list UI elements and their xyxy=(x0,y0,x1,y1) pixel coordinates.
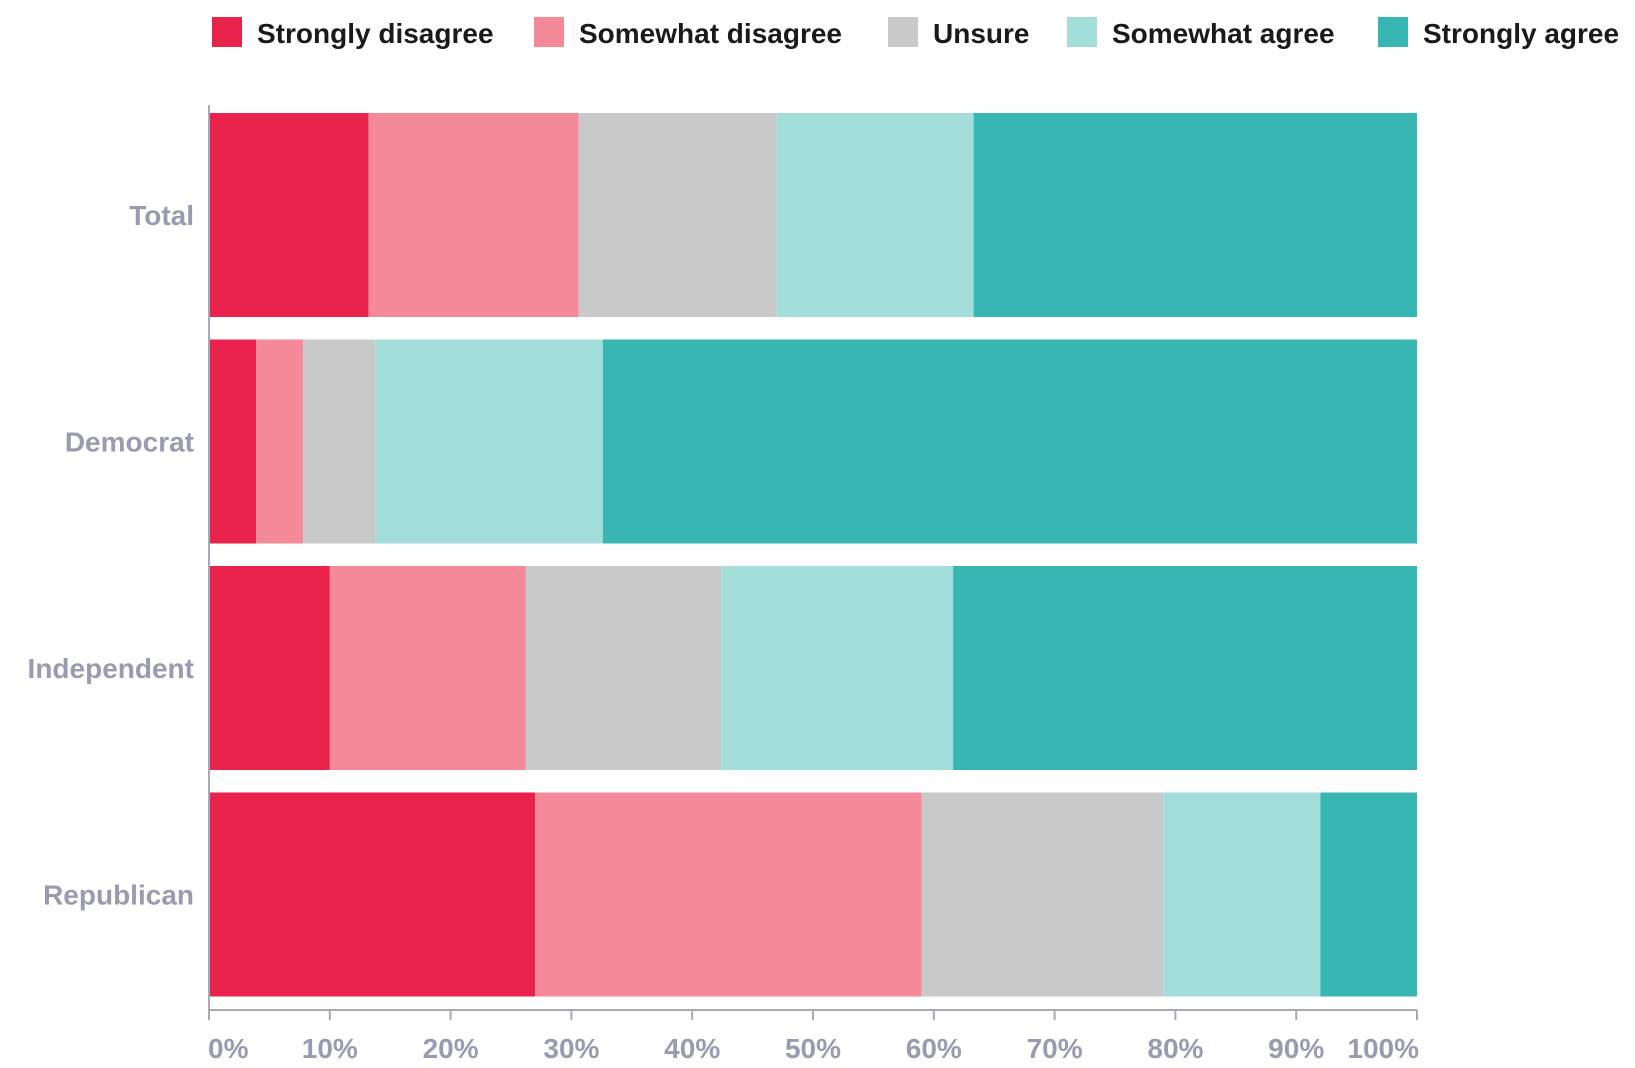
bar-democrat-somewhat-agree xyxy=(375,339,603,544)
axes: 0% 10% 20% 30% 40% 50% 60% 70% 80% 90% 100% xyxy=(208,105,1419,1064)
legend-swatch-somewhat-disagree xyxy=(534,17,564,47)
bar-republican-somewhat-agree xyxy=(1163,792,1321,997)
bar-independent-somewhat-agree xyxy=(721,566,954,770)
x-tick-label: 70% xyxy=(1027,1033,1083,1064)
x-tick-label: 20% xyxy=(423,1033,479,1064)
bars xyxy=(209,113,1417,997)
legend-swatch-strongly-agree xyxy=(1378,17,1408,47)
legend-label-strongly-disagree: Strongly disagree xyxy=(257,18,494,49)
bar-total-strongly-agree xyxy=(973,113,1417,317)
x-tick-label: 80% xyxy=(1147,1033,1203,1064)
bar-total-somewhat-disagree xyxy=(368,113,579,317)
legend: Strongly disagree Somewhat disagree Unsure… xyxy=(212,17,1619,49)
bar-independent-strongly-disagree xyxy=(209,566,330,770)
bar-republican-strongly-agree xyxy=(1320,792,1417,997)
legend-swatch-unsure xyxy=(888,17,918,47)
bar-republican-unsure xyxy=(921,792,1164,997)
x-tick-label: 0% xyxy=(208,1033,249,1064)
category-label-independent: Independent xyxy=(28,653,194,684)
bar-total-strongly-disagree xyxy=(209,113,369,317)
bar-total-unsure xyxy=(578,113,777,317)
legend-label-unsure: Unsure xyxy=(933,18,1029,49)
category-label-democrat: Democrat xyxy=(65,427,194,458)
bar-total-somewhat-agree xyxy=(776,113,974,317)
legend-swatch-strongly-disagree xyxy=(212,17,242,47)
legend-swatch-somewhat-agree xyxy=(1067,17,1097,47)
legend-label-strongly-agree: Strongly agree xyxy=(1423,18,1619,49)
bar-democrat-strongly-disagree xyxy=(209,339,257,544)
x-tick-label: 90% xyxy=(1268,1033,1324,1064)
bar-independent-somewhat-disagree xyxy=(329,566,526,770)
bar-democrat-unsure xyxy=(303,339,376,544)
category-label-republican: Republican xyxy=(43,880,194,911)
x-tick-label: 30% xyxy=(543,1033,599,1064)
bar-democrat-strongly-agree xyxy=(602,339,1417,544)
bar-democrat-somewhat-disagree xyxy=(256,339,304,544)
x-tick-label: 60% xyxy=(906,1033,962,1064)
x-tick-label: 50% xyxy=(785,1033,841,1064)
x-tick-label: 10% xyxy=(302,1033,358,1064)
category-label-total: Total xyxy=(129,200,194,231)
bar-republican-somewhat-disagree xyxy=(535,792,922,997)
category-labels: Total Democrat Independent Republican xyxy=(28,200,194,911)
x-tick-label: 100% xyxy=(1347,1033,1419,1064)
bar-republican-strongly-disagree xyxy=(209,792,536,997)
bar-independent-unsure xyxy=(525,566,722,770)
legend-label-somewhat-agree: Somewhat agree xyxy=(1112,18,1335,49)
legend-label-somewhat-disagree: Somewhat disagree xyxy=(579,18,842,49)
bar-independent-strongly-agree xyxy=(953,566,1417,770)
x-tick-label: 40% xyxy=(664,1033,720,1064)
